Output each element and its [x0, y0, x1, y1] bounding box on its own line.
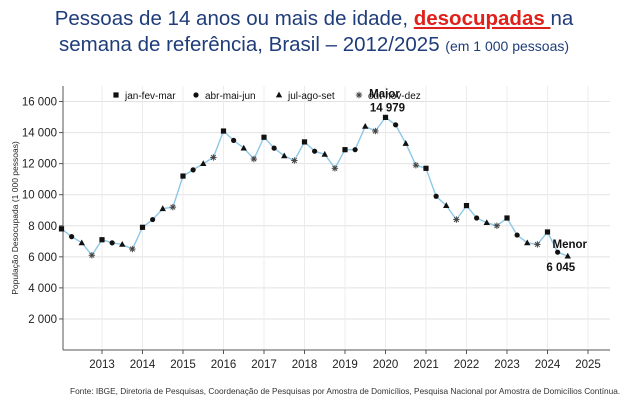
legend-marker-triangle: [275, 91, 283, 98]
x-tick-label: 2024: [535, 359, 561, 371]
legend-label: abr-mai-jun: [205, 91, 256, 102]
data-point-asterisk: [88, 252, 96, 259]
data-point-asterisk: [331, 165, 339, 172]
data-point-asterisk: [169, 203, 177, 211]
legend-marker-asterisk: [355, 91, 363, 99]
data-point-square: [58, 226, 65, 232]
x-tick-label: 2025: [575, 359, 601, 371]
data-point-triangle: [483, 219, 490, 226]
data-point-triangle: [443, 202, 450, 208]
data-point-triangle: [281, 152, 288, 159]
data-point-triangle: [524, 239, 531, 246]
data-point-circle: [150, 216, 156, 223]
data-point-asterisk: [291, 157, 298, 164]
data-point-triangle: [119, 241, 126, 247]
x-tick-label: 2018: [292, 359, 318, 371]
source-note: Fonte: IBGE, Diretoria de Pesquisas, Coo…: [70, 386, 621, 396]
y-tick-label: 8 000: [28, 221, 57, 233]
annotation-max-title: Maior: [369, 88, 400, 100]
x-tick-label: 2022: [454, 359, 480, 371]
data-point-circle: [474, 215, 480, 221]
legend-marker-square: [113, 92, 119, 98]
x-tick-label: 2020: [373, 359, 399, 371]
data-point-triangle: [159, 205, 166, 212]
y-tick-label: 4 000: [28, 283, 57, 295]
x-tick-label: 2014: [130, 359, 156, 371]
data-point-square: [220, 128, 227, 134]
y-tick-label: 16 000: [22, 97, 57, 109]
data-point-asterisk: [412, 162, 420, 169]
data-point-circle: [69, 234, 75, 240]
x-tick-label: 2019: [332, 359, 358, 371]
annotation-min-title: Menor: [553, 239, 588, 251]
x-tick-label: 2017: [251, 359, 277, 371]
y-tick-label: 10 000: [22, 190, 57, 202]
data-point-circle: [352, 147, 358, 153]
legend-label: jan-fev-mar: [124, 91, 176, 102]
data-point-circle: [433, 193, 439, 199]
data-point-square: [139, 224, 146, 230]
data-point-circle: [190, 167, 196, 173]
x-tick-label: 2015: [170, 359, 196, 371]
data-point-square: [423, 165, 429, 171]
title-unit: (em 1 000 pessoas): [445, 38, 570, 54]
data-point-circle: [393, 122, 399, 128]
data-point-square: [261, 134, 267, 140]
data-point-circle: [555, 249, 561, 255]
chart-title: Pessoas de 14 anos ou mais de idade, des…: [0, 6, 628, 59]
data-point-triangle: [200, 160, 207, 167]
data-point-asterisk: [453, 216, 460, 223]
data-point-asterisk: [210, 154, 217, 161]
data-point-asterisk: [129, 245, 136, 253]
title-line-1-prefix: Pessoas de 14 anos ou mais de idade,: [54, 7, 414, 30]
data-point-circle: [514, 232, 520, 238]
data-point-circle: [271, 145, 277, 151]
annotation-max-value: 14 979: [370, 102, 405, 114]
title-line-2-main: semana de referência, Brasil – 2012/2025: [58, 33, 446, 56]
data-point-square: [382, 114, 389, 120]
x-tick-label: 2021: [413, 359, 439, 371]
data-point-square: [463, 202, 470, 209]
data-point-triangle: [362, 122, 369, 129]
legend-label: jul-ago-set: [287, 91, 335, 102]
x-tick-label: 2016: [211, 359, 237, 371]
y-tick-label: 12 000: [22, 159, 57, 171]
data-point-square: [544, 229, 551, 235]
data-point-triangle: [402, 140, 409, 146]
title-line-2: semana de referência, Brasil – 2012/2025…: [0, 32, 628, 59]
title-line-1: Pessoas de 14 anos ou mais de idade, des…: [0, 6, 628, 32]
legend-marker-circle: [193, 92, 199, 98]
data-point-square: [504, 215, 510, 221]
data-point-circle: [312, 148, 318, 154]
data-point-circle: [109, 240, 115, 246]
chart-panel: 2 000 4 000 6 000 8 000 10 000 12 000 14 000 16…: [6, 70, 622, 404]
data-point-circle: [231, 137, 237, 143]
data-point-triangle: [240, 144, 247, 151]
data-point-triangle: [564, 252, 571, 259]
series-line: [61, 116, 569, 257]
data-point-asterisk: [534, 241, 541, 248]
legend-label: out-nov-dez: [368, 91, 421, 102]
annotation-min-value: 6 045: [546, 262, 575, 274]
data-point-asterisk: [372, 127, 379, 135]
y-tick-label: 14 000: [22, 128, 57, 140]
y-tick-label: 2 000: [28, 314, 57, 326]
line-chart: 2 000 4 000 6 000 8 000 10 000 12 000 14 000 16…: [10, 86, 610, 371]
y-tick-label: 6 000: [28, 252, 57, 264]
y-axis-title: População Desocupada (1 000 pessoas): [10, 141, 20, 295]
data-point-triangle: [78, 239, 85, 246]
title-highlight: desocupadas: [413, 7, 551, 30]
x-tick-label: 2013: [89, 359, 115, 371]
data-point-square: [342, 147, 348, 153]
title-line-1-suffix: na: [550, 7, 574, 30]
data-point-square: [180, 173, 186, 179]
data-point-triangle: [321, 150, 328, 157]
data-point-asterisk: [493, 222, 501, 229]
data-point-square: [99, 237, 105, 243]
data-point-asterisk: [250, 155, 258, 163]
data-point-square: [301, 139, 308, 145]
x-tick-label: 2023: [494, 359, 520, 371]
